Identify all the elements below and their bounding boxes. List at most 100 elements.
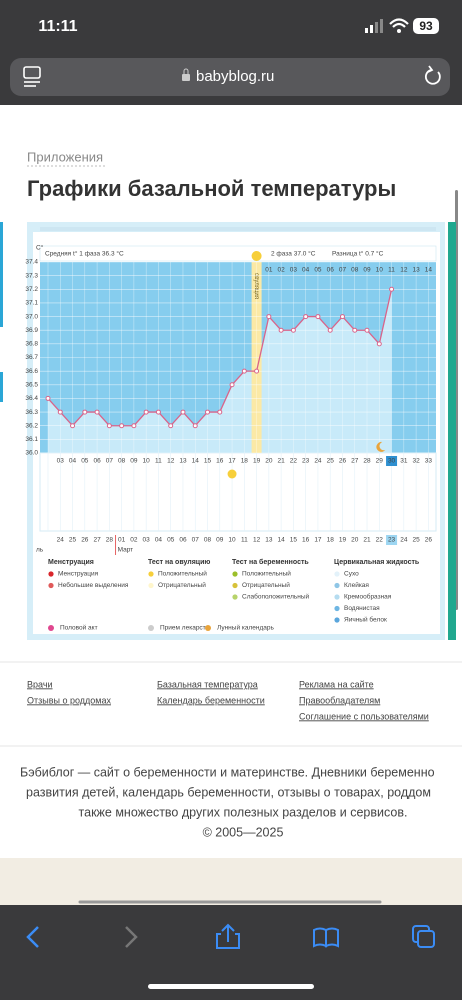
temperature-point	[82, 409, 88, 415]
footer-link[interactable]: Реклама на сайте	[299, 679, 374, 689]
legend-item: Половой акт	[60, 624, 98, 632]
temperature-point	[45, 395, 51, 401]
tabs-button[interactable]	[417, 930, 435, 948]
page-title: Графики базальной температуры	[27, 176, 396, 201]
date-label: 25	[69, 537, 77, 544]
legend: Менструация Менструация Небольшие выделени…	[48, 558, 420, 632]
phase2-day: 05	[314, 267, 322, 274]
temperature-point	[106, 423, 112, 429]
date-label: 02	[130, 537, 138, 544]
y-tick-label: 37.3	[25, 272, 38, 279]
bookmarks-button[interactable]	[313, 927, 339, 948]
footer-link[interactable]: Соглашение с пользователями	[299, 711, 429, 721]
y-unit: С°	[36, 244, 44, 252]
wifi	[389, 18, 409, 28]
phase2-day: 14	[425, 267, 433, 274]
temperature-point	[315, 314, 321, 320]
footer-link[interactable]: Правообладателям	[299, 695, 380, 705]
x-tick-label: 07	[106, 458, 114, 465]
footer-link[interactable]: Врачи	[27, 679, 53, 689]
ovulation-label: овуляция	[253, 273, 259, 299]
temperature-point	[205, 409, 211, 415]
summary-difference: Разница t° 0.7 °C	[332, 250, 384, 258]
legend-icon	[48, 625, 54, 631]
ovulation-test-icon	[227, 469, 237, 479]
left-edge	[0, 372, 3, 402]
x-tick-label: 21	[278, 458, 286, 465]
legend-item: Лунный календарь	[217, 624, 274, 632]
date-label: 05	[167, 537, 175, 544]
reader-icon[interactable]	[23, 66, 41, 87]
current-date	[386, 535, 398, 545]
date-label: 15	[290, 537, 298, 544]
temperature-point	[94, 409, 100, 415]
x-tick-label: 04	[69, 458, 77, 465]
back-button[interactable]	[26, 926, 39, 948]
breadcrumb[interactable]: Приложения	[27, 149, 103, 164]
temperature-point	[352, 327, 358, 333]
y-tick-label: 37.4	[25, 259, 38, 266]
month-label: ль	[36, 547, 44, 554]
date-label: 06	[179, 537, 187, 544]
date-label: 10	[228, 537, 236, 544]
x-tick-label: 32	[412, 458, 420, 465]
temperature-point	[131, 423, 137, 429]
address-bar[interactable]	[10, 58, 450, 96]
x-tick-label: 10	[143, 458, 151, 465]
legend-item: Кремообразная	[344, 593, 392, 601]
summary-phase2: 2 фаза 37.0 °C	[271, 250, 316, 258]
temperature-point	[155, 409, 161, 415]
y-tick-label: 36.2	[25, 422, 38, 429]
temperature-point	[339, 314, 345, 320]
phase2-day: 06	[327, 267, 335, 274]
url[interactable]: babyblog.ru	[196, 68, 274, 85]
y-tick-label: 36.0	[25, 450, 38, 457]
temperature-point	[266, 314, 272, 320]
x-tick-label: 27	[351, 458, 359, 465]
temperature-point	[57, 409, 63, 415]
footer-link[interactable]: Отзывы о роддомах	[27, 695, 111, 705]
side-tab[interactable]	[448, 222, 456, 640]
y-tick-label: 36.3	[25, 409, 38, 416]
phase2-day: 12	[400, 267, 408, 274]
date-label: 07	[192, 537, 200, 544]
date-label: 14	[278, 537, 286, 544]
date-label: 12	[253, 537, 261, 544]
legend-item: Отрицательный	[242, 581, 290, 589]
x-tick-label: 33	[425, 458, 433, 465]
x-tick-label: 09	[130, 458, 138, 465]
forward-button[interactable]	[125, 926, 138, 948]
share-button[interactable]	[216, 923, 240, 949]
battery	[413, 18, 439, 34]
y-tick-label: 36.8	[25, 341, 38, 348]
legend-item: Отрицательный	[158, 581, 206, 589]
x-tick-label: 23	[302, 458, 310, 465]
legend-icon	[232, 594, 238, 600]
legend-heading: Тест на беременность	[232, 558, 309, 566]
legend-item: Сухо	[344, 571, 359, 578]
date-label: 22	[376, 537, 384, 544]
date-label: 25	[412, 537, 420, 544]
legend-item: Небольшие выделения	[58, 581, 129, 589]
phase2-day: 07	[339, 267, 347, 274]
date-label: 26	[425, 537, 433, 544]
date-label: 01	[118, 537, 126, 544]
footer-link[interactable]: Базальная температура	[157, 679, 258, 689]
date-label: 03	[143, 537, 151, 544]
legend-icon	[48, 571, 54, 577]
x-tick-label: 14	[192, 458, 200, 465]
x-tick-label: 22	[290, 458, 298, 465]
y-tick-label: 36.6	[25, 368, 38, 375]
date-label: 21	[363, 537, 371, 544]
ovulation-sun	[251, 251, 262, 261]
x-tick-label: 25	[327, 458, 335, 465]
summary-phase1: Средняя t° 1 фаза 36.3 °C	[45, 250, 124, 258]
footer-text: развития детей, календарь беременности, …	[26, 785, 431, 799]
reload-icon[interactable]	[424, 65, 441, 85]
x-tick-label: 06	[93, 458, 101, 465]
date-label: 24	[400, 537, 408, 544]
date-label: 16	[302, 537, 310, 544]
y-tick-label: 37.0	[25, 313, 38, 320]
footer-link[interactable]: Календарь беременности	[157, 695, 265, 705]
